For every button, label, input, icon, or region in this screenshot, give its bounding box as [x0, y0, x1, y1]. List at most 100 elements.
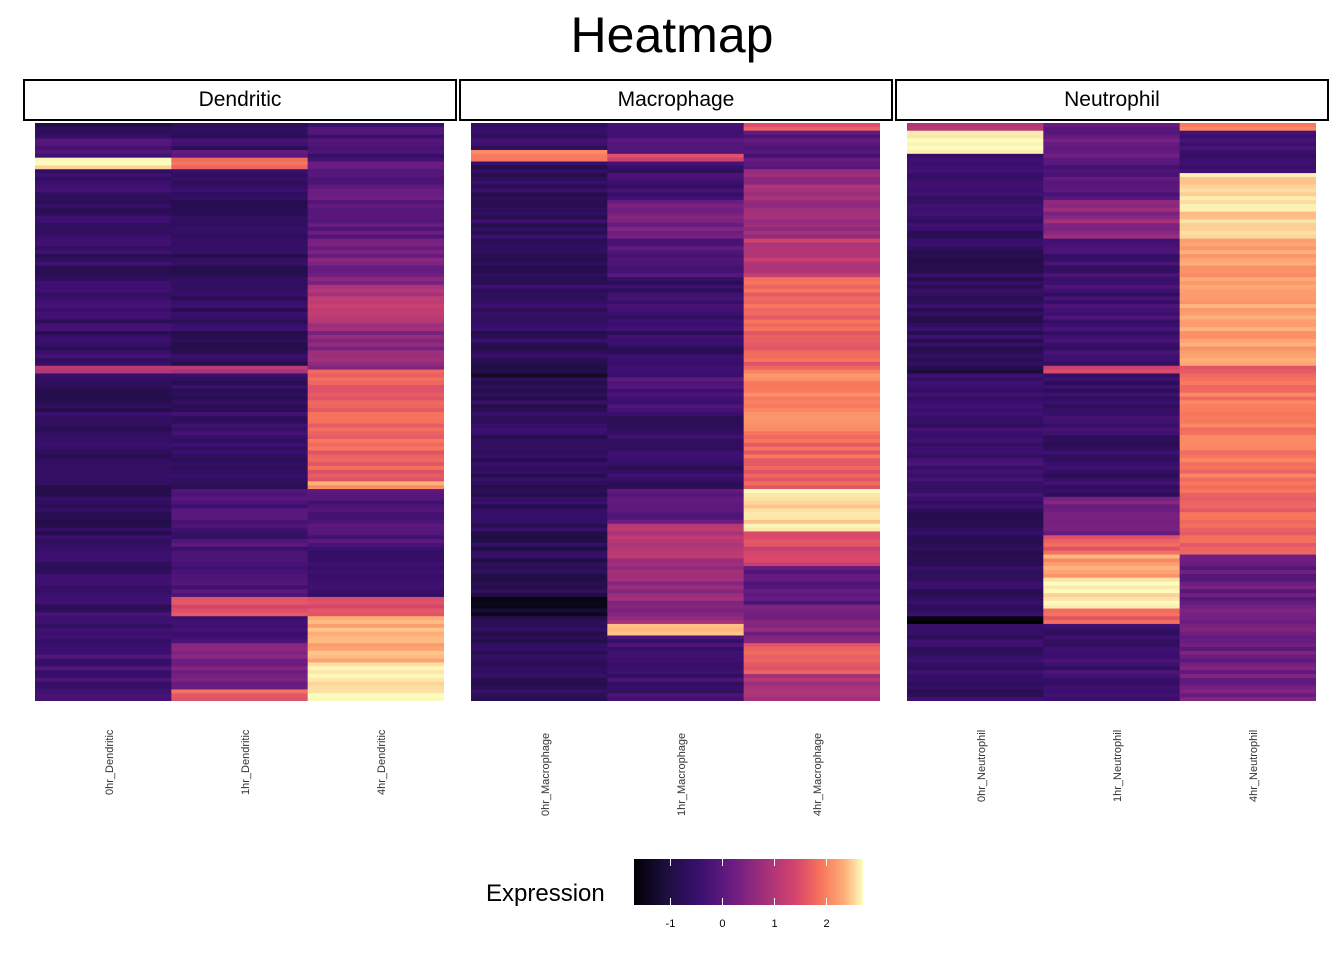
heatmap-cell [907, 234, 1044, 240]
heatmap-cell [471, 519, 608, 525]
heatmap-cell [171, 207, 309, 213]
heatmap-cell [1043, 620, 1181, 625]
heatmap-cell [743, 126, 880, 132]
heatmap-cell [607, 361, 745, 367]
heatmap-cell [1043, 554, 1181, 560]
heatmap-cell [607, 469, 745, 475]
heatmap-cell [907, 442, 1044, 448]
heatmap-cell [171, 200, 309, 205]
heatmap-cell [307, 280, 444, 286]
heatmap-cell [471, 246, 608, 251]
heatmap-cell [1043, 531, 1181, 536]
heatmap-cell [471, 650, 608, 656]
heatmap-cell [471, 435, 608, 440]
heatmap-cell [471, 388, 608, 394]
heatmap-cell [35, 292, 172, 297]
heatmap-cell [471, 608, 608, 613]
heatmap-cell [743, 257, 880, 263]
heatmap-cell [35, 446, 172, 452]
heatmap-cell [307, 157, 444, 163]
heatmap-cell [907, 273, 1044, 278]
heatmap-cell [743, 350, 880, 355]
heatmap-cell [743, 539, 880, 544]
heatmap-cell [907, 404, 1044, 409]
heatmap-cell [471, 203, 608, 209]
heatmap-cell [471, 254, 608, 259]
heatmap-cell [35, 149, 172, 155]
heatmap-cell [1179, 492, 1316, 498]
heatmap-cell [171, 130, 309, 136]
heatmap-cell [1179, 431, 1316, 436]
heatmap-cell [171, 666, 309, 671]
heatmap-cell [1043, 300, 1181, 305]
heatmap-cell [1179, 685, 1316, 691]
heatmap-cell [1043, 234, 1181, 240]
heatmap-cell [743, 593, 880, 598]
heatmap-cell [907, 184, 1044, 190]
heatmap-cell [607, 157, 745, 163]
heatmap-cell [1179, 600, 1316, 606]
heatmap-cell [471, 531, 608, 536]
heatmap-cell [1043, 558, 1181, 563]
heatmap-cell [307, 311, 444, 317]
heatmap-cell [1179, 161, 1316, 166]
heatmap-cell [907, 230, 1044, 236]
heatmap-cell [35, 277, 172, 282]
heatmap-cell [607, 200, 745, 205]
heatmap-cell [1043, 643, 1181, 648]
heatmap-cell [743, 346, 880, 351]
heatmap-cell [471, 643, 608, 648]
heatmap-cell [743, 496, 880, 502]
heatmap-cell [1179, 200, 1316, 205]
heatmap-cell [35, 558, 172, 563]
heatmap-cell [1043, 477, 1181, 482]
heatmap-cell [471, 153, 608, 159]
heatmap-cell [471, 546, 608, 552]
heatmap-cell [907, 153, 1044, 159]
heatmap-cell [607, 346, 745, 351]
heatmap-cell [1043, 365, 1181, 371]
heatmap-cell [307, 600, 444, 606]
heatmap-cell [1179, 485, 1316, 490]
heatmap-cell [1179, 350, 1316, 355]
heatmap-cell [607, 573, 745, 579]
heatmap-cell [743, 531, 880, 536]
heatmap-cell [743, 481, 880, 486]
heatmap-cell [307, 581, 444, 586]
heatmap-cell [1043, 288, 1181, 294]
heatmap-cell [1179, 404, 1316, 409]
heatmap-cell [471, 358, 608, 363]
heatmap-cell [471, 462, 608, 467]
heatmap-cell [471, 342, 608, 348]
heatmap-cell [471, 604, 608, 610]
heatmap-cell [743, 616, 880, 621]
heatmap-cell [171, 358, 309, 363]
heatmap-cell [471, 431, 608, 436]
heatmap-cell [171, 280, 309, 286]
heatmap-cell [607, 173, 745, 178]
heatmap-cell [1179, 361, 1316, 367]
heatmap-cell [35, 670, 172, 675]
x-tick-0hr-dendritic: 0hr_Dendritic [104, 729, 116, 795]
heatmap-cell [743, 265, 880, 271]
heatmap-cell [907, 203, 1044, 209]
heatmap-cell [1043, 315, 1181, 321]
heatmap-cell [907, 381, 1044, 386]
heatmap-cell [1179, 331, 1316, 336]
legend-tick-mark [826, 898, 828, 905]
heatmap-cell [743, 404, 880, 409]
heatmap-cell [307, 238, 444, 244]
heatmap-cell [907, 361, 1044, 367]
heatmap-cell [35, 392, 172, 398]
heatmap-cell [907, 620, 1044, 625]
heatmap-cell [35, 469, 172, 475]
heatmap-cell [471, 465, 608, 471]
heatmap-cell [1179, 346, 1316, 351]
heatmap-cell [1179, 546, 1316, 552]
heatmap-cell [1179, 373, 1316, 378]
heatmap-cell [171, 373, 309, 378]
heatmap-cell [307, 573, 444, 579]
heatmap-cell [607, 404, 745, 409]
heatmap-cell [35, 519, 172, 525]
heatmap-cell [1179, 647, 1316, 652]
